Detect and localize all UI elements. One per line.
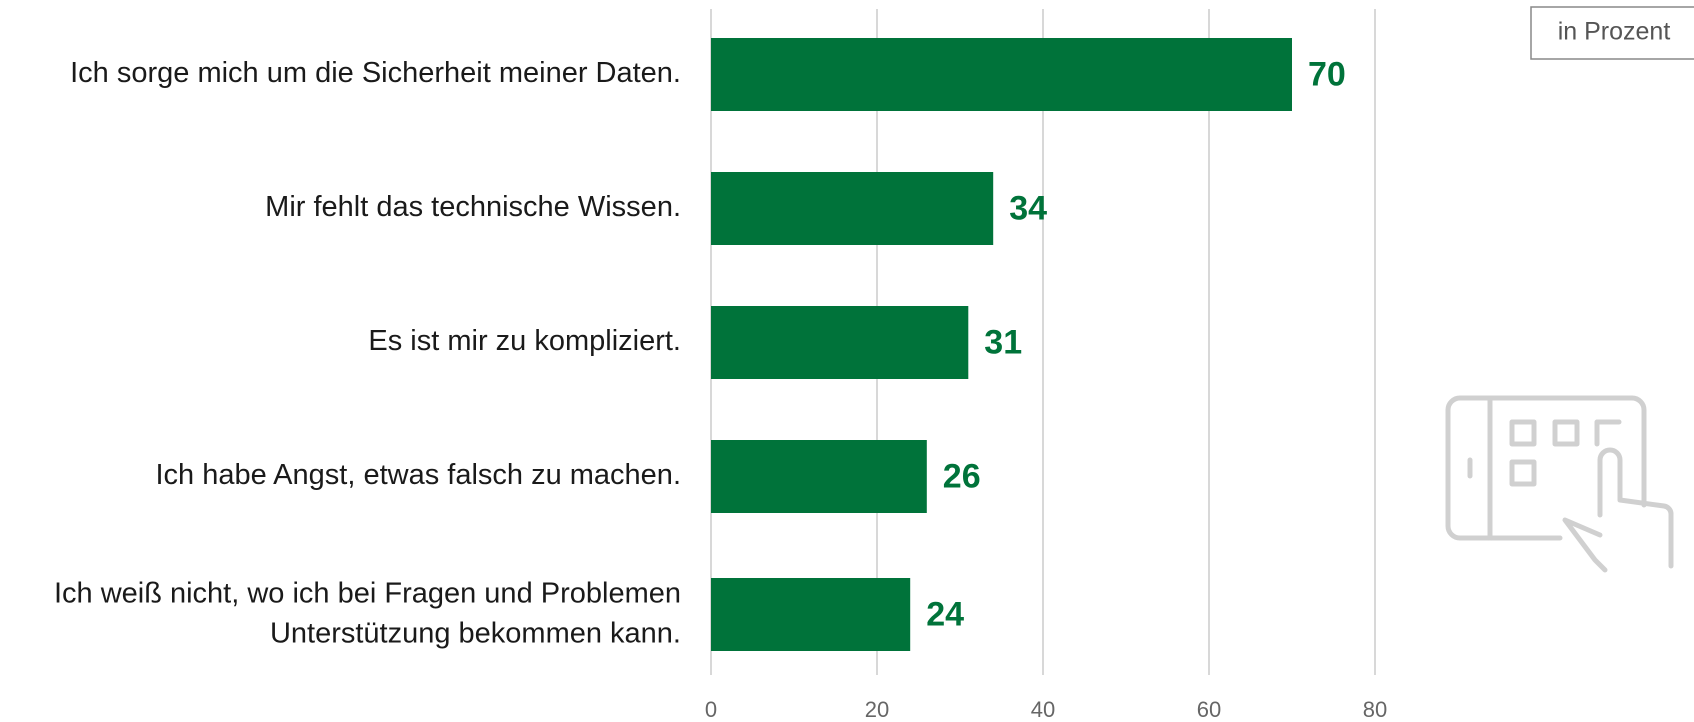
bar: [711, 306, 969, 379]
bar: [711, 578, 911, 651]
value-label: 34: [1009, 189, 1047, 227]
bar: [711, 172, 994, 245]
unit-label: in Prozent: [1558, 18, 1671, 46]
tablet-icon: [1445, 395, 1674, 573]
value-label: 31: [984, 323, 1022, 361]
x-tick-label: 60: [1197, 697, 1221, 722]
x-tick-label: 80: [1363, 697, 1387, 722]
x-tick-label: 0: [705, 697, 717, 722]
value-label: 26: [943, 457, 981, 495]
y-tick-label: Ich habe Angst, etwas falsch zu machen.: [155, 459, 681, 491]
x-tick-label: 20: [865, 697, 889, 722]
bar: [711, 440, 927, 513]
unit-box: [1530, 6, 1694, 60]
value-label: 24: [926, 595, 964, 633]
y-tick-label: Ich sorge mich um die Sicherheit meiner …: [70, 57, 681, 89]
y-tick-label: Mir fehlt das technische Wissen.: [265, 191, 681, 223]
y-tick-label: Es ist mir zu kompliziert.: [368, 325, 681, 357]
y-tick-label-line: Ich weiß nicht, wo ich bei Fragen und Pr…: [54, 577, 681, 609]
value-label: 70: [1308, 55, 1346, 93]
y-tick-label-line: Unterstützung bekommen kann.: [270, 617, 681, 649]
y-tick-label: Ich weiß nicht, wo ich bei Fragen und Pr…: [54, 577, 681, 649]
bar: [711, 38, 1292, 111]
x-tick-label: 40: [1031, 697, 1055, 722]
